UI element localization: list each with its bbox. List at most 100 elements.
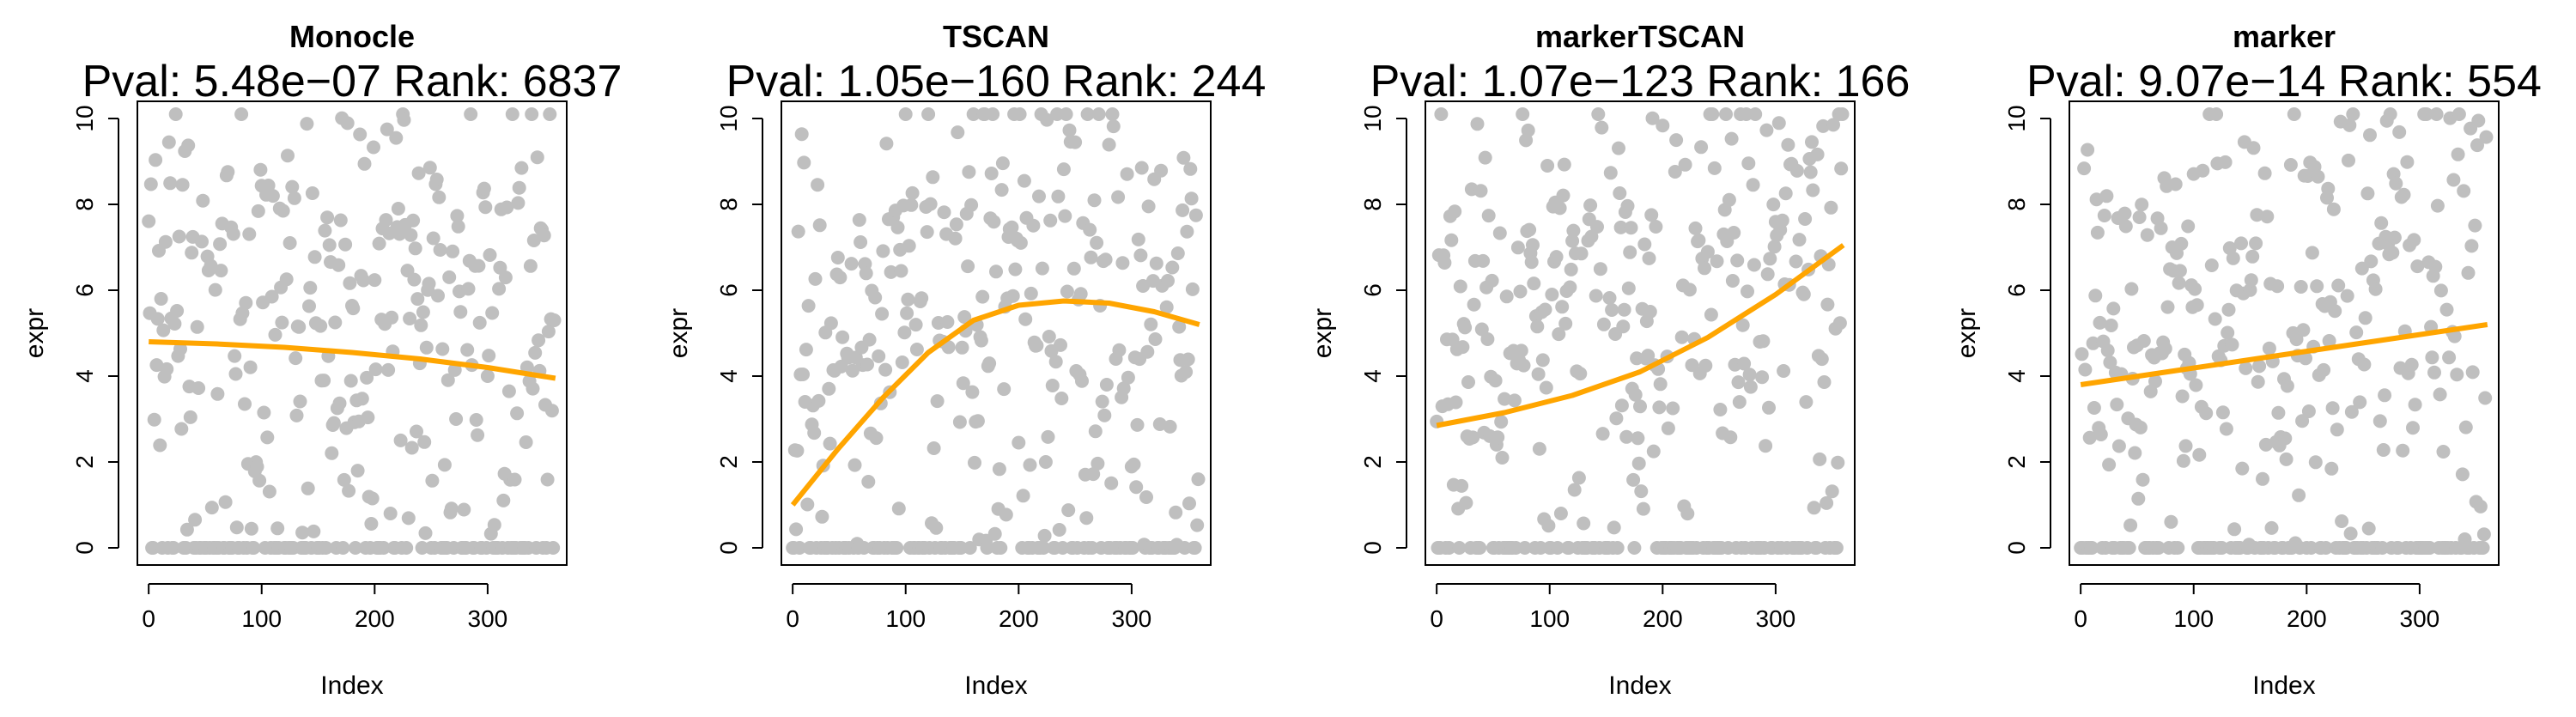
data-point	[401, 511, 416, 526]
data-point	[1705, 107, 1720, 121]
data-point	[320, 210, 335, 225]
data-point	[407, 272, 422, 287]
data-point	[1747, 258, 1761, 272]
data-point	[498, 270, 513, 285]
data-point	[1058, 209, 1072, 223]
data-point	[1091, 456, 1105, 471]
data-point	[1437, 256, 1452, 270]
data-point	[2160, 300, 2175, 314]
data-point	[543, 107, 557, 121]
y-tick-label: 10	[2003, 105, 2030, 131]
data-point	[512, 180, 526, 195]
data-point	[905, 185, 920, 200]
data-point	[1516, 107, 1530, 121]
data-point	[2346, 107, 2360, 121]
data-point	[295, 526, 310, 540]
data-point	[530, 150, 544, 165]
data-point	[446, 244, 460, 258]
data-point	[869, 431, 884, 446]
data-point	[1098, 252, 1113, 267]
data-point	[2470, 138, 2484, 153]
data-point	[1756, 334, 1771, 349]
data-point	[175, 178, 190, 192]
data-point	[501, 384, 516, 398]
data-point	[1573, 367, 1588, 381]
data-point	[303, 281, 318, 295]
data-point	[416, 305, 430, 319]
data-point	[1492, 226, 1507, 240]
data-point	[812, 218, 827, 233]
data-point	[1825, 484, 1839, 499]
data-point	[872, 349, 886, 363]
data-point	[2430, 198, 2445, 213]
data-point	[963, 541, 977, 555]
data-point	[1692, 233, 1706, 247]
data-point	[852, 213, 866, 228]
data-point	[368, 362, 383, 377]
data-point	[901, 292, 915, 307]
data-point	[510, 406, 525, 421]
data-point	[482, 349, 496, 363]
data-point	[450, 209, 465, 223]
y-tick-label: 10	[1359, 105, 1386, 131]
data-point	[276, 204, 290, 218]
data-point	[1631, 431, 1645, 446]
data-point	[1083, 222, 1097, 237]
data-point	[878, 362, 893, 377]
data-point	[2256, 471, 2269, 486]
data-point	[984, 167, 999, 180]
data-point	[2189, 378, 2203, 392]
data-point	[1766, 197, 1781, 212]
data-point	[2104, 319, 2118, 332]
data-point	[1637, 237, 1652, 252]
plot-frame	[137, 100, 568, 566]
data-point	[2392, 125, 2407, 139]
data-point	[876, 244, 890, 258]
data-point	[2364, 254, 2379, 269]
data-point	[404, 441, 419, 455]
data-point	[920, 225, 934, 240]
data-point	[2330, 422, 2344, 437]
data-point	[2446, 173, 2461, 187]
data-point	[790, 443, 805, 458]
data-point	[1817, 375, 1832, 389]
data-point	[2433, 387, 2447, 402]
data-point	[1170, 246, 1185, 260]
data-point	[1188, 208, 1203, 222]
data-point	[1120, 167, 1134, 181]
plot-frame	[2069, 100, 2500, 566]
data-point	[1591, 107, 1606, 121]
data-point	[900, 306, 914, 320]
data-point	[2324, 461, 2339, 476]
y-axis-label: expr	[665, 308, 693, 358]
data-point	[2378, 388, 2392, 403]
data-point	[2407, 233, 2421, 247]
data-point	[2476, 527, 2491, 542]
data-point	[2176, 453, 2190, 468]
data-point	[478, 200, 493, 215]
data-point	[2190, 298, 2204, 313]
data-point	[2218, 155, 2233, 169]
data-point	[1448, 204, 1462, 219]
data-point	[167, 317, 182, 331]
data-point	[2260, 210, 2275, 224]
data-point	[833, 270, 848, 285]
data-point	[1054, 337, 1067, 352]
data-point	[1461, 375, 1475, 389]
data-point	[941, 340, 956, 355]
data-point	[962, 165, 976, 179]
data-point	[1467, 297, 1481, 312]
chart-subtitle: Pval: 9.07e−14 Rank: 554	[2026, 57, 2542, 106]
data-point	[2325, 401, 2340, 416]
data-point	[2204, 258, 2219, 272]
data-point	[966, 107, 981, 121]
data-point	[1179, 365, 1194, 380]
data-point	[1466, 430, 1480, 445]
data-point	[2164, 514, 2178, 529]
data-point	[1041, 429, 1055, 444]
data-point	[1609, 411, 1624, 426]
data-point	[1159, 300, 1174, 314]
data-point	[355, 392, 369, 406]
